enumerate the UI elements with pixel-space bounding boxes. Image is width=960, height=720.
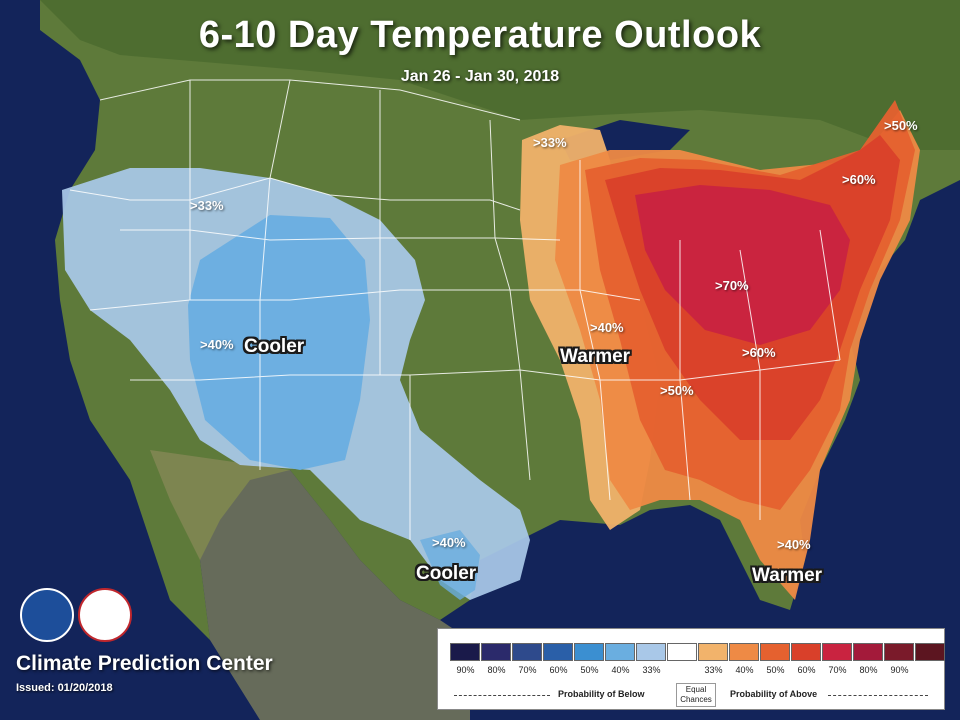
legend-tick-label: 33% — [704, 665, 723, 675]
legend-swatch — [791, 643, 821, 661]
legend-tick-label: 50% — [766, 665, 785, 675]
texas-cooler-40-zone — [420, 530, 480, 600]
legend-tick-label: 90% — [456, 665, 475, 675]
legend-tick-label — [667, 665, 698, 675]
legend-swatch — [915, 643, 945, 661]
west-cooler-40-zone — [188, 215, 370, 470]
east-70-label: >70% — [715, 278, 749, 293]
mexico-land — [150, 450, 470, 720]
florida-40-label: >40% — [777, 537, 811, 552]
legend-swatches — [450, 643, 946, 661]
date-range: Jan 26 - Jan 30, 2018 — [400, 68, 560, 85]
legend-tick-label: 60% — [549, 665, 568, 675]
canada-land — [40, 0, 960, 150]
legend-tick-label: 70% — [828, 665, 847, 675]
legend-tick-label: 60% — [797, 665, 816, 675]
legend-swatch — [822, 643, 852, 661]
legend-swatch — [636, 643, 666, 661]
east-40-label: >40% — [590, 320, 624, 335]
legend-swatch — [853, 643, 883, 661]
page-title: 6-10 Day Temperature Outlook — [198, 14, 762, 56]
legend-tick-label — [915, 665, 946, 675]
legend-swatch — [512, 643, 542, 661]
legend-swatch — [481, 643, 511, 661]
east-60-label: >60% — [742, 345, 776, 360]
legend-above-label: Probability of Above — [730, 689, 818, 699]
legend-tick-label: 40% — [611, 665, 630, 675]
above-arrow — [828, 695, 928, 696]
legend-swatch — [543, 643, 573, 661]
northeast-60-label: >60% — [842, 172, 876, 187]
legend-swatch — [605, 643, 635, 661]
legend-tick-label: 80% — [859, 665, 878, 675]
legend-tick-label: 50% — [580, 665, 599, 675]
maine-50-label: >50% — [884, 118, 918, 133]
legend-below-label: Probability of Below — [558, 689, 645, 699]
state-boundaries — [69, 79, 841, 540]
legend-swatch — [450, 643, 480, 661]
east-warmer-label: Warmer — [560, 346, 631, 367]
noaa-logo — [20, 588, 74, 642]
legend-swatch — [729, 643, 759, 661]
legend-swatch — [760, 643, 790, 661]
legend-tick-label: 33% — [642, 665, 661, 675]
legend-equal-label: Equal Chances — [676, 683, 716, 707]
legend-swatch — [667, 643, 697, 661]
organization-name: Climate Prediction Center — [16, 652, 273, 675]
west-40-label: >40% — [200, 337, 234, 352]
west-cooler-label: Cooler — [244, 336, 305, 357]
legend-tick-label: 40% — [735, 665, 754, 675]
legend-ticks: 90% 80% 70% 60% 50% 40% 33% 33% 40% 50% 60% 70% 80% 9… — [450, 665, 946, 675]
below-arrow — [454, 695, 550, 696]
east-50-label: >50% — [660, 383, 694, 398]
legend-tick-label: 70% — [518, 665, 537, 675]
legend-swatch — [574, 643, 604, 661]
legend-tick-label: 90% — [890, 665, 909, 675]
east-33-label: >33% — [533, 135, 567, 150]
west-33-label: >33% — [190, 198, 224, 213]
legend-swatch — [698, 643, 728, 661]
legend-swatch — [884, 643, 914, 661]
texas-cooler-label: Cooler — [416, 563, 477, 584]
florida-warmer-label: Warmer — [752, 565, 823, 586]
probability-legend: 90% 80% 70% 60% 50% 40% 33% 33% 40% 50% 60% 70% 80% 9… — [437, 628, 945, 710]
nws-logo — [78, 588, 132, 642]
texas-40-label: >40% — [432, 535, 466, 550]
issued-date: Issued: 01/20/2018 — [16, 682, 113, 694]
legend-tick-label: 80% — [487, 665, 506, 675]
